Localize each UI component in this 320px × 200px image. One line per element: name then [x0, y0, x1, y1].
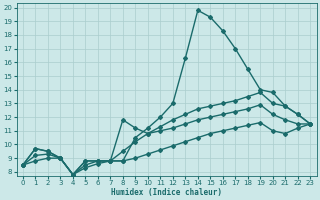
- X-axis label: Humidex (Indice chaleur): Humidex (Indice chaleur): [111, 188, 222, 197]
